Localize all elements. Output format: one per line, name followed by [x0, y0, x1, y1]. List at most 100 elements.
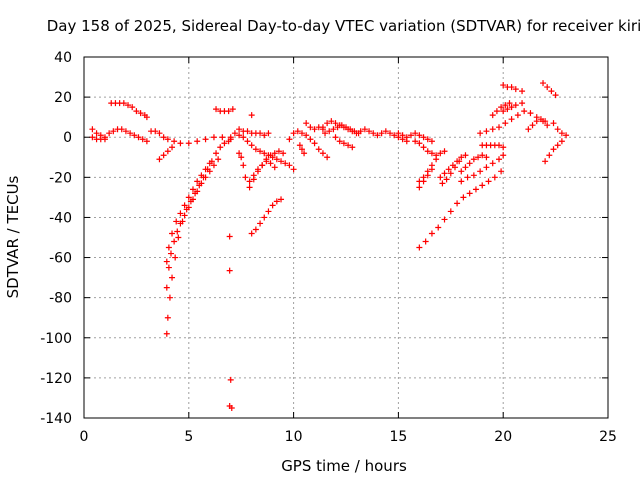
data-point [311, 140, 318, 147]
data-point [399, 132, 406, 139]
data-point [319, 124, 326, 131]
data-point [332, 134, 339, 141]
data-point [257, 220, 264, 227]
data-point [156, 130, 163, 137]
data-point [246, 184, 253, 191]
data-point [198, 172, 205, 179]
data-point [412, 138, 419, 145]
data-point [252, 146, 259, 153]
data-point [163, 258, 170, 265]
y-tick-label: 20 [54, 90, 72, 106]
series-arc-31 [458, 152, 507, 185]
data-point [336, 138, 343, 145]
data-point [456, 158, 463, 165]
data-point [225, 108, 232, 115]
data-point [554, 142, 561, 149]
data-point [189, 196, 196, 203]
series-arc-01 [89, 126, 150, 145]
data-point [391, 132, 398, 139]
data-point [472, 186, 479, 193]
series-arc-24 [395, 130, 435, 145]
series-arc-07 [163, 156, 222, 291]
data-point [194, 188, 201, 195]
data-point [552, 92, 559, 99]
data-point [156, 156, 163, 163]
data-point [248, 112, 255, 119]
data-point [462, 164, 469, 171]
data-point [244, 128, 251, 135]
data-point [106, 130, 113, 137]
data-point [424, 136, 431, 143]
data-point [215, 156, 222, 163]
data-point [466, 190, 473, 197]
data-point [428, 230, 435, 237]
data-point [143, 114, 150, 121]
x-tick-label: 15 [389, 429, 407, 445]
data-point [479, 152, 486, 159]
plot-frame [83, 56, 609, 419]
data-point [343, 124, 349, 131]
data-point [273, 198, 280, 205]
series-arc-37 [500, 82, 526, 95]
data-point [387, 130, 394, 137]
data-point [177, 140, 184, 147]
data-point [166, 294, 173, 301]
data-point [489, 126, 496, 133]
data-point [542, 158, 549, 165]
data-point [240, 134, 247, 141]
data-point [458, 178, 465, 185]
data-point [89, 126, 96, 133]
x-tick-label: 10 [285, 429, 303, 445]
data-point [332, 120, 339, 127]
data-point [257, 148, 264, 155]
data-point [269, 202, 276, 209]
data-point [454, 200, 461, 207]
data-point [382, 128, 389, 135]
data-point [477, 168, 484, 175]
series-arc-12 [236, 150, 249, 181]
series-arc-30 [439, 158, 463, 187]
data-point [361, 126, 368, 133]
data-point [206, 160, 213, 167]
data-point [267, 160, 274, 167]
data-point [194, 138, 201, 145]
data-point [558, 138, 565, 145]
data-point [213, 150, 220, 157]
data-point [307, 124, 314, 131]
data-point [286, 136, 293, 143]
data-point [246, 178, 253, 185]
data-point [127, 130, 134, 137]
data-point [470, 172, 477, 179]
data-point [271, 150, 278, 157]
data-point [420, 134, 427, 141]
x-tick-labels: 0 5 10 15 20 25 [80, 429, 617, 445]
data-point [347, 126, 354, 133]
data-point [265, 208, 272, 215]
data-point [261, 214, 268, 221]
data-point [286, 162, 293, 169]
data-point [227, 136, 234, 143]
data-point [428, 150, 435, 157]
y-tick-label: -120 [40, 371, 72, 387]
data-point [242, 174, 249, 181]
data-point [210, 162, 217, 169]
data-point [328, 118, 335, 125]
data-point [351, 128, 358, 135]
data-point [451, 164, 458, 171]
data-point [236, 132, 243, 139]
data-point [282, 160, 289, 167]
data-point [489, 160, 496, 167]
data-point [278, 196, 285, 203]
data-point [139, 136, 146, 143]
y-tick-label: -60 [49, 251, 72, 267]
series-arc-14 [248, 112, 255, 119]
data-point [257, 130, 264, 137]
data-point [496, 124, 503, 131]
data-point [529, 122, 536, 129]
data-point [252, 226, 259, 233]
data-point [89, 134, 96, 141]
data-point [303, 132, 310, 139]
data-point [428, 166, 435, 173]
x-tick-label: 25 [599, 429, 617, 445]
data-point [271, 164, 278, 171]
